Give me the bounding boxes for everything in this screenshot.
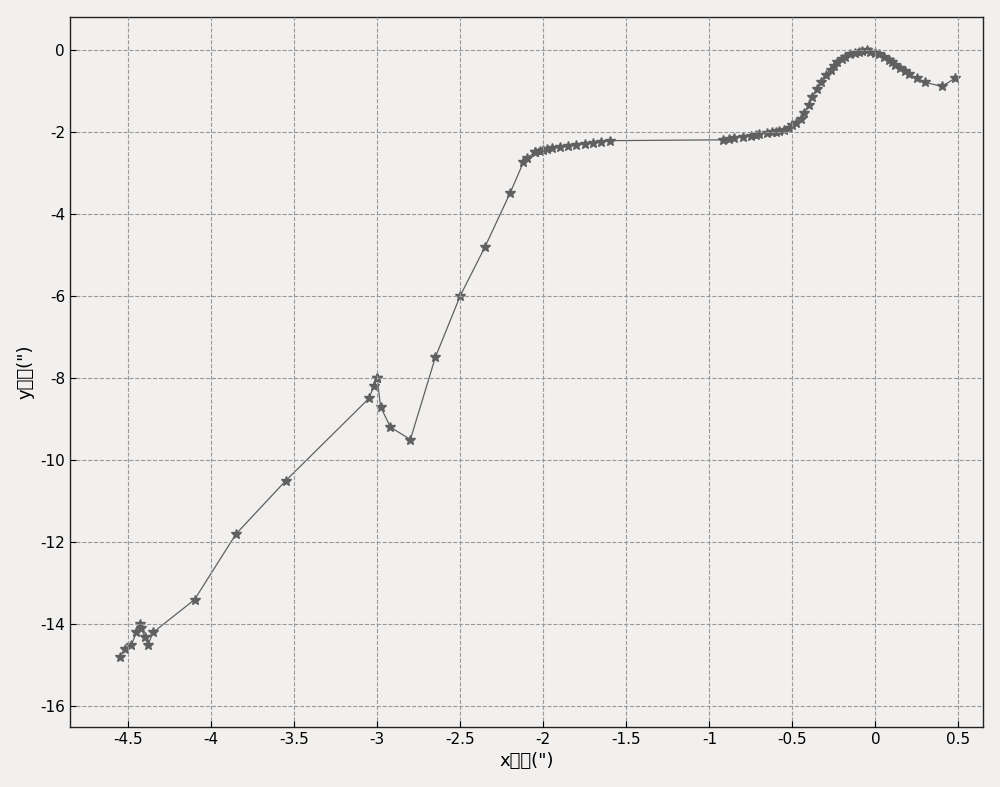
Y-axis label: y方向("): y方向("): [17, 345, 35, 399]
X-axis label: x方向("): x方向("): [499, 752, 554, 770]
